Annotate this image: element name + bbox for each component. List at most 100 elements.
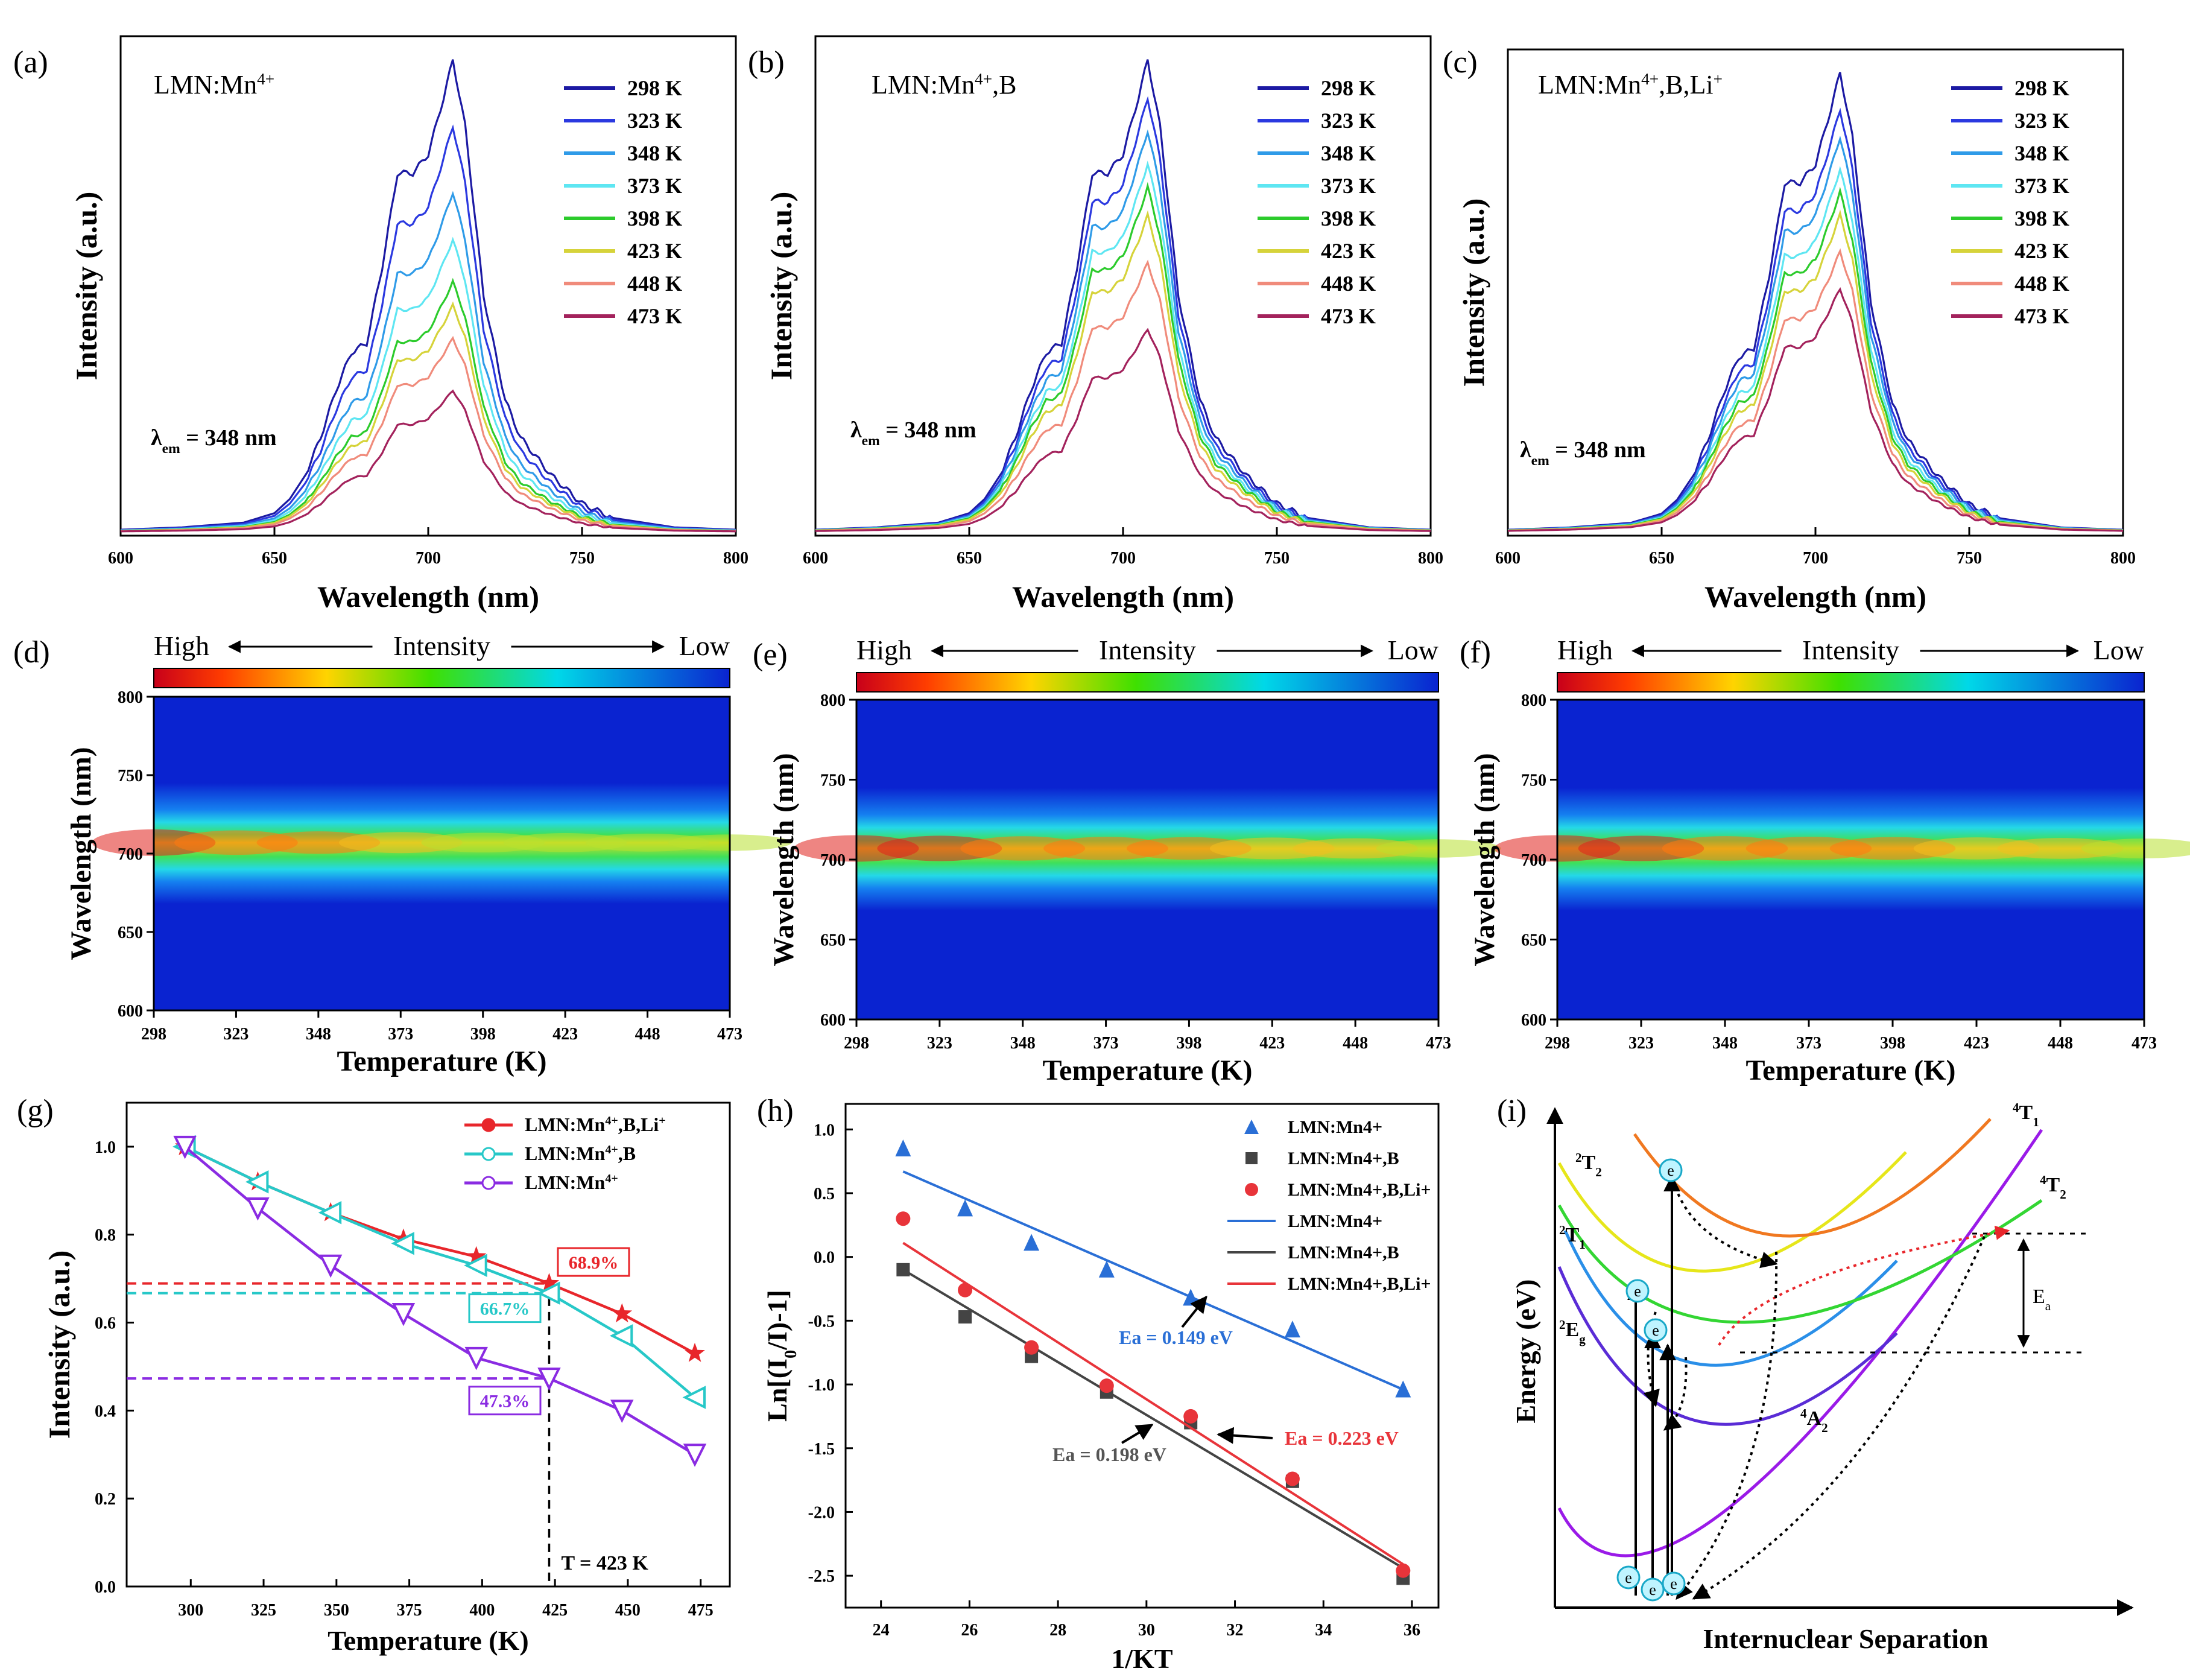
x-tick-label: 750 <box>1264 549 1290 568</box>
legend-label: LMN:Mn4+,B <box>1288 1243 1399 1263</box>
x-tick-label: 398 <box>470 1025 496 1044</box>
excitation-label: λem = 348 nm <box>850 417 976 449</box>
spectrum-line <box>1507 287 2124 532</box>
data-point <box>957 1199 973 1217</box>
y-axis-label: Ln[(I0/I)-1] <box>762 1290 800 1422</box>
data-point <box>683 1444 707 1467</box>
x-tick-label: 375 <box>397 1601 422 1620</box>
4A2-curve <box>1557 1129 2043 1558</box>
y-tick-label: -0.5 <box>808 1312 835 1331</box>
arrow-line <box>1181 1295 1207 1328</box>
text-part: LMN:Mn <box>872 70 975 100</box>
y-tick-label: 700 <box>1521 851 1546 870</box>
legend-label: 473 K <box>627 304 682 328</box>
series-line <box>184 1146 696 1456</box>
colorbar-title: Intensity <box>393 630 490 661</box>
x-axis-label: Wavelength (nm) <box>317 580 539 613</box>
energy-level-label: 4A2 <box>1800 1406 1828 1435</box>
y-tick-label: 0.0 <box>814 1249 835 1267</box>
text-part: 4 <box>1800 1406 1807 1421</box>
legend-label: 423 K <box>2014 239 2069 263</box>
text-part: 4 <box>2013 1100 2019 1115</box>
legend-label: LMN:Mn4+,B <box>525 1143 636 1164</box>
relaxation-path <box>1663 1357 1688 1431</box>
text-part: = 348 nm <box>880 417 976 443</box>
data-point <box>246 1197 270 1221</box>
y-tick-label: 650 <box>118 924 143 942</box>
text-part: 2 <box>2060 1187 2066 1202</box>
text-part: 4 <box>2040 1173 2046 1187</box>
data-point <box>958 1310 972 1324</box>
legend-label: 448 K <box>1321 271 1376 296</box>
text-part: Ln[(I <box>762 1358 793 1422</box>
x-tick-label: 24 <box>873 1621 890 1640</box>
x-tick-label: 800 <box>723 549 748 568</box>
x-tick-label: 298 <box>141 1025 166 1044</box>
x-tick-label: 650 <box>957 549 982 568</box>
electron-icon <box>1625 1279 1650 1303</box>
energy-level-label: 4T2 <box>2040 1173 2066 1202</box>
fit-line <box>902 1269 1404 1570</box>
legend-label-part: LMN:Mn <box>525 1143 606 1164</box>
x-tick-label: 750 <box>569 549 595 568</box>
data-point <box>539 1273 560 1292</box>
x-tick-label: 423 <box>1259 1034 1285 1053</box>
arrow-line <box>1121 1424 1154 1444</box>
data-point <box>1183 1289 1199 1306</box>
data-point <box>173 1135 197 1159</box>
x-axis-label: Temperature (K) <box>1746 1054 1956 1086</box>
legend-marker <box>481 1176 496 1190</box>
x-tick-label: 473 <box>717 1025 742 1044</box>
heatmap-core <box>2081 838 2190 858</box>
x-tick-label: 800 <box>1418 549 1443 568</box>
text-part: = 348 nm <box>180 425 277 451</box>
x-tick-label: 450 <box>615 1601 641 1620</box>
legend-label-part: 4+ <box>605 1114 618 1127</box>
colorbar-low-label: Low <box>679 630 730 661</box>
activation-energy-label: Ea = 0.198 eV <box>1052 1444 1166 1465</box>
spectrum-line <box>815 328 1431 532</box>
data-point <box>1395 1380 1411 1398</box>
electron-label: e <box>1625 1569 1632 1586</box>
x-tick-label: 423 <box>1964 1034 1989 1053</box>
data-point <box>896 1211 911 1226</box>
plot-frame <box>844 1103 1440 1609</box>
text-part: LMN:Mn <box>154 70 257 100</box>
x-tick-label: 373 <box>388 1025 413 1044</box>
colorbar <box>1557 672 2145 693</box>
text-part: T <box>1566 1224 1580 1246</box>
data-point <box>610 1399 634 1423</box>
x-tick-label: 323 <box>223 1025 248 1044</box>
energy-level-label: 2Eg <box>1559 1317 1586 1346</box>
data-point <box>612 1303 632 1323</box>
data-point <box>685 1343 705 1362</box>
legend-label: 298 K <box>1321 76 1376 100</box>
y-axis-label: Intensity (a.u.) <box>764 192 798 381</box>
fit-line <box>902 1241 1404 1565</box>
colorbar-high-label: High <box>856 635 912 665</box>
legend-label-part: + <box>659 1114 665 1127</box>
legend-label-part: ,B,Li <box>618 1114 659 1135</box>
legend-label: 298 K <box>2014 76 2069 100</box>
x-axis-label: Temperature (K) <box>1043 1054 1253 1086</box>
x-tick-label: 323 <box>927 1034 952 1053</box>
x-axis-label: Temperature (K) <box>337 1045 547 1077</box>
legend-label: 323 K <box>2014 109 2069 133</box>
x-tick-label: 650 <box>1649 549 1674 568</box>
y-tick-label: 0.5 <box>814 1185 835 1203</box>
panel-label: (a) <box>13 45 48 80</box>
energy-level-label: 2T1 <box>1559 1223 1586 1252</box>
legend-marker <box>481 1118 496 1132</box>
y-axis-label: Wavelength (nm) <box>1469 753 1501 966</box>
plot-frame <box>125 1102 731 1588</box>
text-part: 2 <box>1821 1421 1828 1435</box>
legend-label: 323 K <box>1321 109 1376 133</box>
annotation-box <box>468 1386 542 1416</box>
energy-level-label: 2T2 <box>1575 1150 1602 1179</box>
panel-label: (h) <box>757 1094 794 1128</box>
y-axis-label: Wavelength (nm) <box>65 747 97 960</box>
text-part: λ <box>850 417 862 443</box>
spectrum-line <box>120 124 736 531</box>
series-line <box>184 1145 696 1399</box>
